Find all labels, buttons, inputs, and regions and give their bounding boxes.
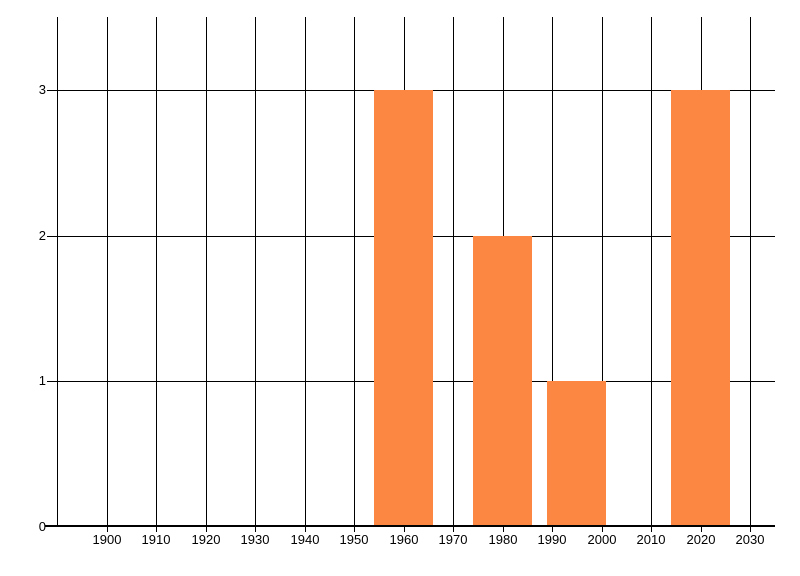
- v-gridline: [255, 17, 256, 527]
- x-tick: [503, 527, 504, 532]
- x-tick: [750, 527, 751, 532]
- x-tick: [453, 527, 454, 532]
- x-tick-label: 1950: [339, 532, 369, 547]
- x-tick-label: 2030: [735, 532, 765, 547]
- x-axis-line: [45, 525, 775, 527]
- x-tick-label: 1910: [141, 532, 171, 547]
- v-gridline: [206, 17, 207, 527]
- x-tick: [107, 527, 108, 532]
- x-tick: [404, 527, 405, 532]
- v-gridline: [602, 17, 603, 527]
- v-gridline: [750, 17, 751, 527]
- x-tick-label: 2020: [686, 532, 716, 547]
- y-tick: [47, 236, 57, 237]
- y-tick: [47, 90, 57, 91]
- x-tick: [206, 527, 207, 532]
- x-tick: [305, 527, 306, 532]
- y-tick: [47, 381, 57, 382]
- v-gridline: [156, 17, 157, 527]
- y-tick-label: 2: [38, 228, 46, 243]
- x-tick-label: 1970: [438, 532, 468, 547]
- x-tick: [156, 527, 157, 532]
- bar: [374, 90, 433, 527]
- bar: [671, 90, 730, 527]
- y-tick-label: 1: [38, 373, 46, 388]
- x-tick-label: 1900: [92, 532, 122, 547]
- x-tick: [354, 527, 355, 532]
- x-tick-label: 1960: [389, 532, 419, 547]
- x-tick: [552, 527, 553, 532]
- x-tick: [701, 527, 702, 532]
- x-tick-label: 2010: [636, 532, 666, 547]
- x-tick: [255, 527, 256, 532]
- v-gridline: [453, 17, 454, 527]
- x-tick: [602, 527, 603, 532]
- x-tick: [651, 527, 652, 532]
- y-axis-line: [57, 17, 58, 527]
- x-tick-label: 1980: [488, 532, 518, 547]
- x-tick-label: 1920: [191, 532, 221, 547]
- v-gridline: [107, 17, 108, 527]
- v-gridline: [354, 17, 355, 527]
- y-tick-label: 0: [38, 519, 46, 534]
- x-tick-label: 1940: [290, 532, 320, 547]
- v-gridline: [552, 17, 553, 527]
- y-tick-label: 3: [38, 82, 46, 97]
- x-tick-label: 2000: [587, 532, 617, 547]
- bar: [547, 381, 606, 527]
- v-gridline: [651, 17, 652, 527]
- x-tick-label: 1990: [537, 532, 567, 547]
- bar: [473, 236, 532, 527]
- x-tick-label: 1930: [240, 532, 270, 547]
- v-gridline: [305, 17, 306, 527]
